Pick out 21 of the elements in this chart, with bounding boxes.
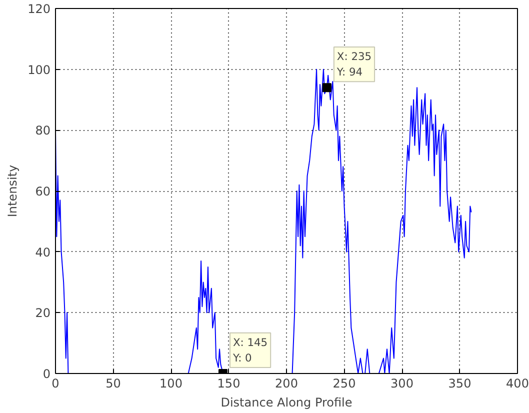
annotation: X: 145 Y: 0 [232,336,268,364]
x-tick-label: 350 [448,376,472,390]
y-tick-label: 0 [42,367,51,381]
y-tick-label: 40 [35,245,51,260]
x-tick-label: 50 [106,376,121,390]
x-tick-label: 100 [160,376,182,390]
x-tick-label: 200 [275,376,298,390]
x-tick-label: 250 [332,376,356,390]
y-tick-label: 20 [35,306,51,320]
x-axis-title: Distance Along Profile [220,396,352,410]
annotation: X: 235 Y: 94 [336,50,372,79]
x-tick-label: 0 [52,376,60,390]
x-tick-label: 150 [217,376,240,390]
y-tick-label: 100 [28,62,50,77]
y-tick-label: 120 [28,2,50,16]
line-series [56,68,472,374]
x-tick-label: 300 [390,376,414,390]
y-axis-title: Intensity [6,164,20,218]
y-tick-label: 60 [35,184,51,198]
x-tick-label: 400 [506,376,529,390]
y-tick-label: 80 [35,124,51,138]
